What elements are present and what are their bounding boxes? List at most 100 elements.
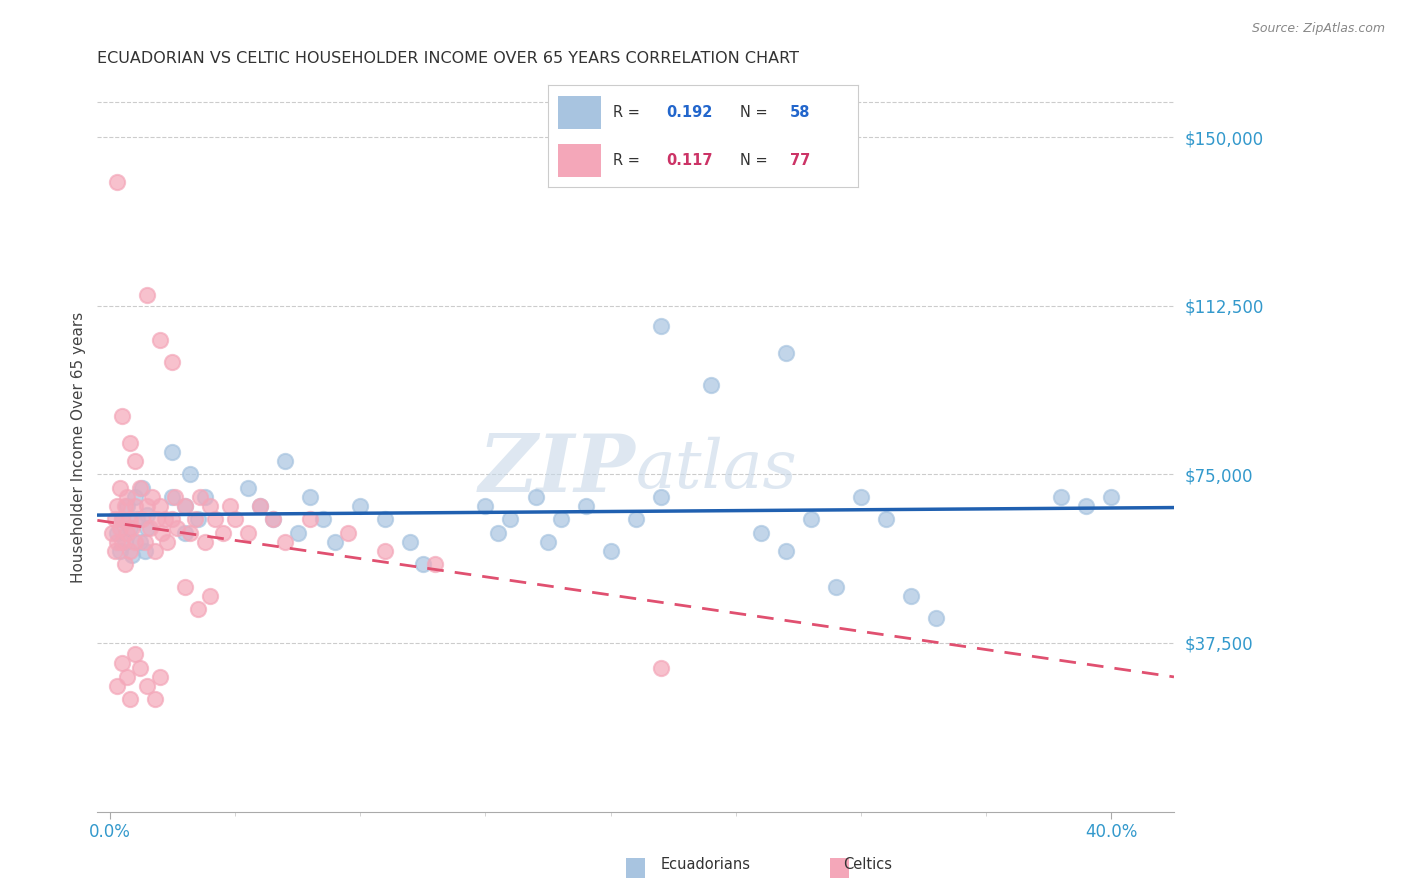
Point (186, 512, 208, 526)
Point (156, 534, 179, 549)
Point (599, 544, 621, 558)
Point (312, 512, 335, 526)
Text: Celtics: Celtics (844, 857, 893, 872)
Point (153, 512, 176, 526)
Point (121, 521, 143, 535)
Bar (558, 145, 600, 177)
Point (136, 508, 159, 522)
Point (124, 534, 146, 549)
Bar (558, 96, 600, 128)
Point (163, 490, 186, 504)
Point (1099, 490, 1122, 504)
Point (700, 377, 723, 392)
Text: Ecuadorians: Ecuadorians (661, 857, 751, 872)
Point (134, 544, 156, 558)
Point (274, 454, 297, 468)
Point (117, 499, 139, 513)
Point (105, 175, 128, 189)
Point (287, 525, 309, 540)
Point (162, 490, 184, 504)
Point (124, 647, 146, 661)
Point (499, 512, 522, 526)
Point (925, 611, 948, 625)
Point (179, 525, 201, 540)
Point (425, 558, 447, 572)
Point (108, 544, 131, 558)
Point (136, 499, 159, 513)
Y-axis label: Householder Income Over 65 years: Householder Income Over 65 years (72, 312, 86, 583)
Point (849, 490, 872, 504)
Text: N =: N = (740, 153, 772, 169)
Point (131, 512, 153, 526)
Point (174, 525, 197, 540)
Point (146, 512, 169, 526)
Point (118, 544, 141, 558)
Point (749, 525, 772, 540)
Point (198, 589, 221, 603)
Text: ECUADORIAN VS CELTIC HOUSEHOLDER INCOME OVER 65 YEARS CORRELATION CHART: ECUADORIAN VS CELTIC HOUSEHOLDER INCOME … (97, 51, 800, 66)
Point (486, 525, 509, 540)
Point (166, 521, 188, 535)
Point (179, 467, 201, 482)
Point (114, 499, 136, 513)
Point (1076, 499, 1098, 513)
Point (118, 512, 141, 526)
Point (104, 544, 127, 558)
Point (374, 544, 396, 558)
Point (236, 481, 259, 495)
Point (121, 549, 143, 563)
Text: ZIP: ZIP (479, 431, 636, 508)
Point (117, 490, 139, 504)
Text: 0.192: 0.192 (666, 105, 713, 120)
Text: 58: 58 (790, 105, 810, 120)
Point (114, 558, 136, 572)
Point (194, 490, 217, 504)
Point (188, 490, 211, 504)
Point (136, 679, 159, 693)
Point (136, 287, 159, 301)
Point (105, 679, 128, 693)
Point (524, 490, 547, 504)
Point (399, 534, 422, 549)
Point (101, 525, 124, 540)
Point (131, 481, 153, 495)
Point (262, 512, 284, 526)
Point (186, 602, 208, 616)
Point (194, 534, 217, 549)
Point (104, 512, 127, 526)
Point (537, 534, 560, 549)
Point (204, 512, 226, 526)
Point (550, 512, 572, 526)
Point (118, 436, 141, 450)
Point (117, 670, 139, 684)
Point (650, 661, 672, 675)
Point (174, 580, 197, 594)
Point (650, 319, 672, 334)
Point (143, 544, 166, 558)
Point (236, 525, 259, 540)
Point (624, 512, 647, 526)
Text: 77: 77 (790, 153, 810, 169)
Point (124, 499, 146, 513)
Point (162, 512, 184, 526)
Point (105, 499, 128, 513)
Point (374, 512, 396, 526)
Point (474, 499, 496, 513)
Point (111, 409, 134, 423)
Point (108, 481, 131, 495)
Point (249, 499, 271, 513)
Point (336, 525, 359, 540)
Text: R =: R = (613, 105, 645, 120)
Point (149, 499, 172, 513)
Point (111, 512, 134, 526)
Point (800, 512, 823, 526)
Point (219, 499, 242, 513)
Text: atlas: atlas (636, 437, 797, 502)
Text: N =: N = (740, 105, 772, 120)
Point (149, 670, 172, 684)
Point (184, 512, 207, 526)
Point (349, 499, 371, 513)
Point (111, 657, 134, 671)
Point (900, 589, 922, 603)
Point (143, 692, 166, 706)
